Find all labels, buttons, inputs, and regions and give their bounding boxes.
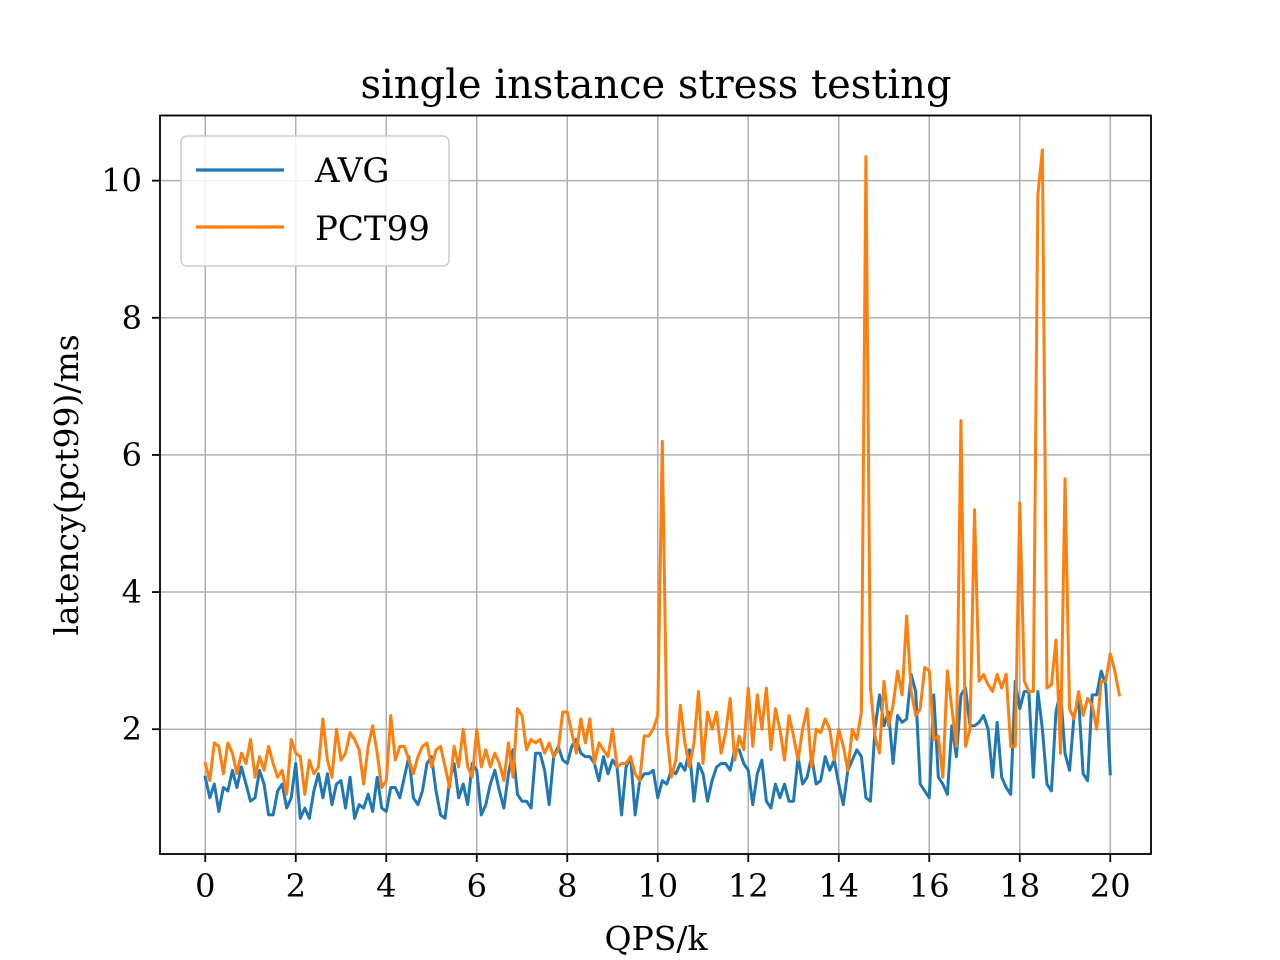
x-tick-label: 10	[637, 867, 678, 905]
y-tick-label: 4	[122, 573, 142, 611]
legend: AVG PCT99	[180, 135, 450, 267]
plot-area	[159, 114, 1152, 855]
y-tick-label: 8	[122, 299, 142, 337]
series-line-avg	[203, 669, 1112, 820]
chart-title: single instance stress testing	[360, 62, 951, 108]
legend-label-avg: AVG	[314, 151, 390, 191]
y-axis-label: latency(pct99)/ms	[47, 334, 86, 635]
y-tick-label: 10	[101, 162, 142, 200]
x-tick-label: 2	[286, 867, 306, 905]
series-line-pct99	[203, 148, 1122, 796]
legend-label-pct99: PCT99	[315, 209, 430, 249]
x-tick-label: 18	[999, 867, 1040, 905]
series-lines	[203, 148, 1122, 820]
x-tick-label: 12	[728, 867, 769, 905]
x-tick-label: 4	[376, 867, 396, 905]
x-tick-label: 16	[909, 867, 950, 905]
y-tick-label: 6	[122, 436, 142, 474]
x-tick-label: 0	[195, 867, 215, 905]
x-tick-label: 20	[1090, 867, 1131, 905]
axis-ticks: 0 2 4 6 8 10 12 14 16 18 20 2 4 6 8 10	[101, 162, 1130, 905]
x-tick-label: 8	[557, 867, 577, 905]
x-axis-label: QPS/k	[605, 919, 709, 958]
y-tick-label: 2	[122, 710, 142, 748]
x-tick-label: 14	[818, 867, 859, 905]
x-tick-label: 6	[467, 867, 487, 905]
